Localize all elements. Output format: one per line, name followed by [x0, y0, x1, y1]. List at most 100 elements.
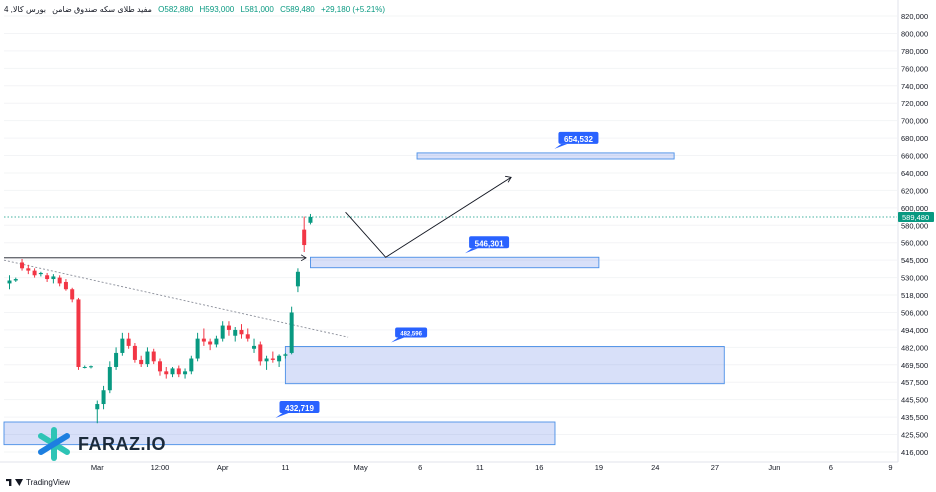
zone-label-pointer: [275, 413, 289, 419]
price-tick-label: 600,000: [901, 204, 928, 213]
candle-body: [189, 358, 194, 372]
price-zone: [310, 256, 600, 269]
candle-body: [214, 338, 219, 345]
change-value: +29,180 (+5.21%): [321, 5, 386, 14]
price-zone: [416, 152, 675, 160]
candle-body: [289, 312, 294, 353]
price-tick-label: 416,000: [901, 448, 928, 457]
candle-body: [107, 366, 112, 391]
price-tick-label: 425,500: [901, 431, 928, 440]
tradingview-label: TradingView: [26, 478, 71, 487]
price-tick-label: 435,500: [901, 413, 928, 422]
candle-body: [233, 329, 238, 336]
zone-label-badge: [395, 327, 428, 338]
candle-body: [176, 368, 181, 375]
candle-body: [308, 217, 313, 223]
candle-body: [283, 354, 288, 356]
time-tick-label: 11: [476, 463, 484, 472]
candle-body: [264, 358, 269, 362]
candle-body: [51, 276, 56, 280]
price-tick-label: 620,000: [901, 186, 928, 195]
chart-grid: [0, 0, 899, 463]
tradingview-logo[interactable]: TradingView: [6, 478, 70, 487]
price-tick-label: 518,000: [901, 291, 928, 300]
exchange-name: بورس کالا: [12, 5, 46, 14]
candle-body: [120, 338, 125, 353]
candle-body: [7, 280, 12, 284]
price-zone: [3, 421, 556, 446]
price-tick-label: 660,000: [901, 152, 928, 161]
faraz-watermark-text: FARAZ.IO: [78, 433, 166, 454]
price-axis[interactable]: 416,000 425,500 435,500 445,500 457,500 469,5…: [898, 12, 934, 457]
candle-body: [89, 366, 94, 368]
zone-label-badge: [279, 401, 320, 414]
candle-body: [220, 325, 225, 339]
price-tick-label: 530,000: [901, 274, 928, 283]
candle-body: [245, 334, 250, 339]
chart-legend-header: 4 ,مفید طلای سکه صندوق ضامن بورس کالا O5…: [4, 5, 389, 14]
price-tick-label: 780,000: [901, 47, 928, 56]
candle-body: [157, 361, 162, 372]
zone-label-badge: [469, 236, 510, 249]
candle-body: [195, 338, 200, 359]
zone-label-text: 654,532: [564, 135, 593, 144]
price-tick-label: 560,000: [901, 239, 928, 248]
zone-label-pointer: [391, 337, 405, 343]
price-tick-label: 580,000: [901, 221, 928, 230]
candle-body: [82, 366, 87, 368]
breakout-arrow-head: [300, 254, 307, 262]
candle-body: [226, 325, 231, 330]
candle-body: [20, 262, 25, 269]
candle-body: [208, 341, 213, 345]
price-tick-label: 740,000: [901, 82, 928, 91]
open-value: O582,880: [158, 5, 194, 14]
time-tick-label: 6: [829, 463, 833, 472]
candle-body: [95, 404, 100, 410]
zone-label-badge: [558, 131, 599, 144]
faraz-logo-icon: [38, 427, 70, 461]
current-price-label: 589,480: [902, 213, 929, 222]
time-tick-label: 12:00: [151, 463, 170, 472]
price-tick-label: 640,000: [901, 169, 928, 178]
time-tick-label: 27: [711, 463, 719, 472]
price-tick-label: 545,000: [901, 256, 928, 265]
candle-body: [164, 371, 169, 375]
price-tick-label: 820,000: [901, 12, 928, 21]
zone-label-text: 432,719: [285, 404, 314, 413]
price-tick-label: 800,000: [901, 29, 928, 38]
candle-body: [295, 271, 300, 287]
candle-body: [270, 358, 275, 360]
candle-body: [114, 352, 119, 367]
price-tick-label: 680,000: [901, 134, 928, 143]
time-tick-label: 6: [418, 463, 422, 472]
candle-body: [57, 277, 62, 284]
candle-body: [13, 279, 18, 281]
candlestick-series: [7, 213, 313, 424]
candle-body: [132, 345, 137, 360]
support-resistance-zones: [3, 152, 725, 446]
symbol-name[interactable]: 4 ,مفید طلای سکه صندوق ضامن: [4, 5, 152, 14]
candle-body: [151, 351, 156, 362]
candle-body: [145, 351, 150, 365]
price-tick-label: 700,000: [901, 117, 928, 126]
time-tick-label: 9: [888, 463, 892, 472]
candle-body: [63, 281, 68, 290]
candle-body: [183, 371, 188, 375]
candle-body: [126, 338, 131, 346]
price-tick-label: 760,000: [901, 64, 928, 73]
price-tick-label: 482,000: [901, 343, 928, 352]
candle-body: [302, 229, 307, 246]
current-price-badge: [898, 212, 934, 223]
projection-path: [345, 176, 512, 258]
price-tick-label: 506,000: [901, 308, 928, 317]
high-value: H593,000: [199, 5, 235, 14]
price-tick-label: 457,500: [901, 378, 928, 387]
time-tick-label: Apr: [217, 463, 229, 472]
candle-body: [76, 299, 81, 367]
low-value: L581,000: [240, 5, 274, 14]
close-value: C589,480: [280, 5, 315, 14]
price-zone: [284, 346, 725, 385]
zone-label-pointer: [554, 143, 568, 149]
